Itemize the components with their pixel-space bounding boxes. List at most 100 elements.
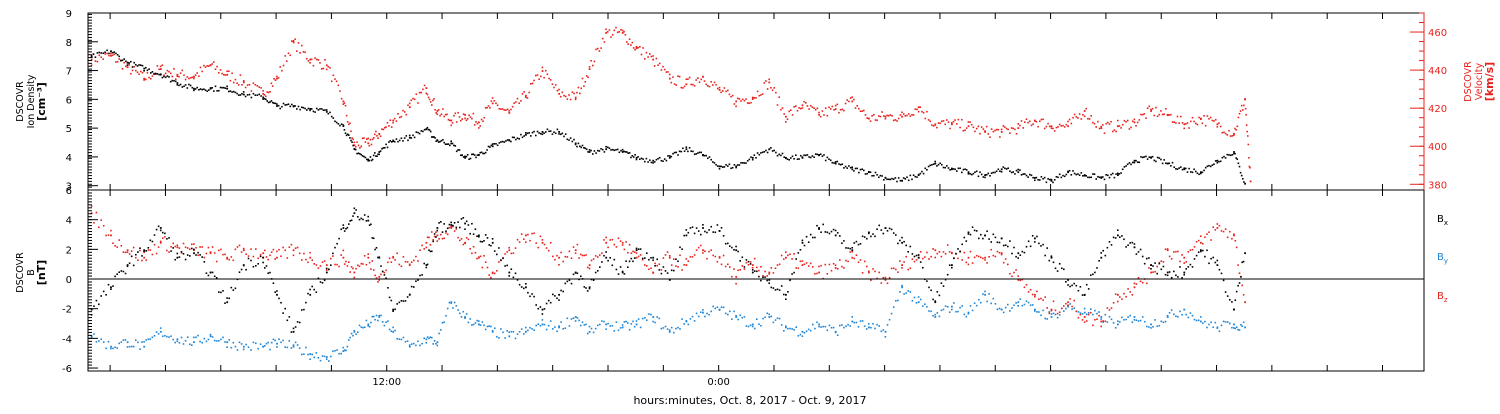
Bx-point <box>404 300 407 302</box>
Bz-point <box>884 279 887 281</box>
velocity-point <box>1043 127 1046 130</box>
velocity-point <box>1216 123 1219 126</box>
velocity-point <box>1140 113 1142 116</box>
density-point <box>989 175 991 177</box>
density-point <box>369 156 372 158</box>
By-point <box>911 300 914 302</box>
velocity-point <box>363 137 365 139</box>
density-point <box>501 140 504 143</box>
Bz-point <box>988 256 990 258</box>
velocity-point <box>601 37 604 40</box>
By-point <box>1235 326 1238 328</box>
Bx-point <box>901 241 903 244</box>
By-point <box>191 344 193 346</box>
density-point <box>540 132 542 135</box>
Bz-point <box>913 260 916 263</box>
Bz-point <box>778 263 781 266</box>
density-point <box>1244 182 1246 185</box>
density-point <box>761 151 764 154</box>
velocity-point <box>1193 120 1195 123</box>
Bz-point <box>516 238 519 241</box>
density-point <box>1000 171 1003 173</box>
density-point <box>627 152 629 154</box>
By-point <box>884 336 887 338</box>
velocity-point <box>997 128 1000 131</box>
By-point <box>362 326 364 329</box>
Bz-point <box>350 266 353 268</box>
Bx-point <box>199 254 201 256</box>
Bx-point <box>257 263 259 265</box>
density-point <box>239 94 242 96</box>
By-point <box>464 316 466 318</box>
Bz-point <box>276 250 278 253</box>
velocity-point <box>1110 120 1112 123</box>
Bz-point <box>585 254 587 256</box>
By-point <box>795 326 797 328</box>
velocity-point <box>425 92 428 95</box>
Bx-point <box>370 223 372 226</box>
velocity-point <box>181 69 184 72</box>
Bx-point <box>151 240 154 243</box>
Bx-point <box>986 230 988 232</box>
density-point <box>135 63 137 66</box>
Bx-point <box>554 295 556 297</box>
By-point <box>159 330 162 333</box>
velocity-point <box>443 115 445 118</box>
Bz-point <box>560 251 562 254</box>
velocity-point <box>450 119 453 122</box>
velocity-point <box>833 109 835 111</box>
velocity-point <box>1108 123 1111 125</box>
By-point <box>737 318 739 321</box>
density-point <box>765 149 767 152</box>
legend-By: By <box>1437 252 1448 265</box>
density-point <box>332 117 335 119</box>
velocity-point <box>398 116 401 119</box>
density-point <box>473 154 476 156</box>
b-axis-tick-label: 6 <box>66 186 72 197</box>
density-point <box>469 157 472 160</box>
Bx-point <box>483 240 485 242</box>
velocity-point <box>248 83 251 86</box>
By-point <box>355 333 357 335</box>
Bz-point <box>180 252 183 254</box>
Bz-point <box>936 252 939 255</box>
Bz-point <box>724 265 727 268</box>
density-point <box>951 168 953 171</box>
By-point <box>1160 320 1163 323</box>
By-point <box>1019 298 1022 300</box>
Bz-point <box>1123 292 1125 295</box>
By-point <box>110 345 112 348</box>
Bx-point <box>340 228 342 231</box>
density-point <box>1117 172 1119 175</box>
By-point <box>460 316 463 318</box>
Bx-point <box>635 249 638 252</box>
By-point <box>408 344 411 346</box>
density-point <box>975 170 978 173</box>
velocity-point <box>1070 122 1073 125</box>
density-point <box>104 51 106 53</box>
density-point <box>530 135 532 137</box>
By-point <box>633 325 636 328</box>
density-point <box>457 149 459 151</box>
Bx-point <box>743 266 746 268</box>
density-point <box>1058 173 1061 176</box>
density-point <box>642 158 644 160</box>
density-point <box>1022 173 1024 175</box>
Bx-point <box>1166 274 1169 277</box>
Bx-point <box>1233 308 1235 311</box>
velocity-point <box>417 102 419 104</box>
Bz-point <box>617 237 620 240</box>
velocity-point <box>434 109 436 111</box>
density-point <box>844 165 847 168</box>
density-point <box>1034 179 1036 182</box>
Bx-point <box>580 275 582 278</box>
velocity-point <box>393 117 396 120</box>
By-point <box>635 323 638 326</box>
Bz-point <box>498 261 500 263</box>
By-point <box>1098 311 1100 313</box>
Bz-point <box>990 248 992 251</box>
Bz-point <box>383 271 386 274</box>
velocity-point <box>458 116 461 118</box>
Bz-point <box>926 251 928 254</box>
Bx-point <box>325 271 328 274</box>
